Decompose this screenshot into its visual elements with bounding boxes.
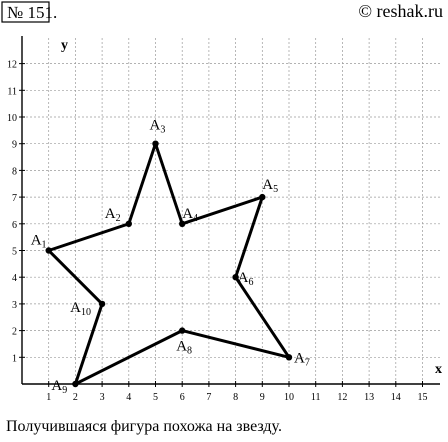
y-tick-label: 8 <box>12 166 17 177</box>
y-axis-label: y <box>61 38 68 53</box>
caption: Получившаяся фигура похожа на звезду. <box>6 418 282 435</box>
x-tick-label: 11 <box>311 392 321 403</box>
vertex-point <box>232 274 239 281</box>
y-tick-label: 11 <box>7 86 17 97</box>
x-tick-label: 9 <box>260 392 265 403</box>
x-tick-label: 14 <box>391 392 401 403</box>
point-label: A8 <box>176 339 192 357</box>
star-edge <box>47 222 131 252</box>
y-tick-label: 7 <box>12 193 17 204</box>
x-tick-label: 1 <box>46 392 51 403</box>
vertex-point <box>98 300 106 308</box>
x-tick-label: 8 <box>233 392 238 403</box>
x-tick-label: 3 <box>100 392 105 403</box>
vertex-point <box>179 327 186 334</box>
star-edge <box>73 329 184 386</box>
x-tick-label: 15 <box>418 392 428 403</box>
vertex-point <box>259 193 266 201</box>
y-tick-label: 6 <box>12 220 17 231</box>
y-tick-label: 5 <box>12 247 17 258</box>
y-tick-label: 10 <box>7 113 17 124</box>
vertex-point <box>179 220 186 227</box>
point-label: A5 <box>262 177 278 195</box>
point-label: A9 <box>51 378 67 396</box>
vertex-point <box>45 247 52 254</box>
vertex-point <box>285 354 293 361</box>
axes <box>19 36 440 387</box>
x-tick-label: 7 <box>206 392 211 403</box>
star-polygon <box>45 140 293 388</box>
y-tick-label: 1 <box>12 353 17 364</box>
x-tick-label: 13 <box>364 392 374 403</box>
point-label: A1 <box>31 233 47 251</box>
x-tick-label: 4 <box>126 392 131 403</box>
y-tick-label: 2 <box>12 327 17 338</box>
star-edge <box>154 142 184 226</box>
star-edge <box>180 195 264 226</box>
star-edge <box>234 195 264 279</box>
watermark: © reshak.ru <box>358 1 443 21</box>
point-label: A4 <box>182 206 198 224</box>
point-label: A10 <box>70 300 91 318</box>
star-edge <box>180 329 291 359</box>
y-tick-label: 4 <box>12 273 17 284</box>
y-tick-label: 12 <box>7 60 17 71</box>
x-tick-label: 5 <box>153 392 158 403</box>
y-tick-label: 3 <box>12 300 17 311</box>
vertex-point <box>125 220 132 227</box>
problem-badge: № 151. <box>1 1 57 23</box>
x-axis-label: x <box>435 362 442 377</box>
point-label: A6 <box>238 270 254 288</box>
star-edge <box>73 302 104 386</box>
x-tick-label: 6 <box>180 392 185 403</box>
problem-badge-box <box>1 1 50 23</box>
x-tick-label: 2 <box>73 392 78 403</box>
point-label: A2 <box>105 206 121 224</box>
vertex-point <box>72 380 79 388</box>
point-labels: A1 A2 A3 A4 A5 A6 A7 A8 A9 A10 <box>31 118 310 396</box>
grid <box>22 38 440 384</box>
point-label: A3 <box>150 118 166 136</box>
point-label: A7 <box>294 350 310 368</box>
star-edge <box>234 275 291 359</box>
problem-number: № 151. <box>7 3 57 22</box>
star-edge <box>47 249 104 306</box>
star-edge <box>127 142 157 226</box>
x-tick-label: 10 <box>284 392 294 403</box>
y-tick-label: 9 <box>12 140 17 151</box>
vertex-point <box>152 140 159 147</box>
x-tick-label: 12 <box>337 392 347 403</box>
